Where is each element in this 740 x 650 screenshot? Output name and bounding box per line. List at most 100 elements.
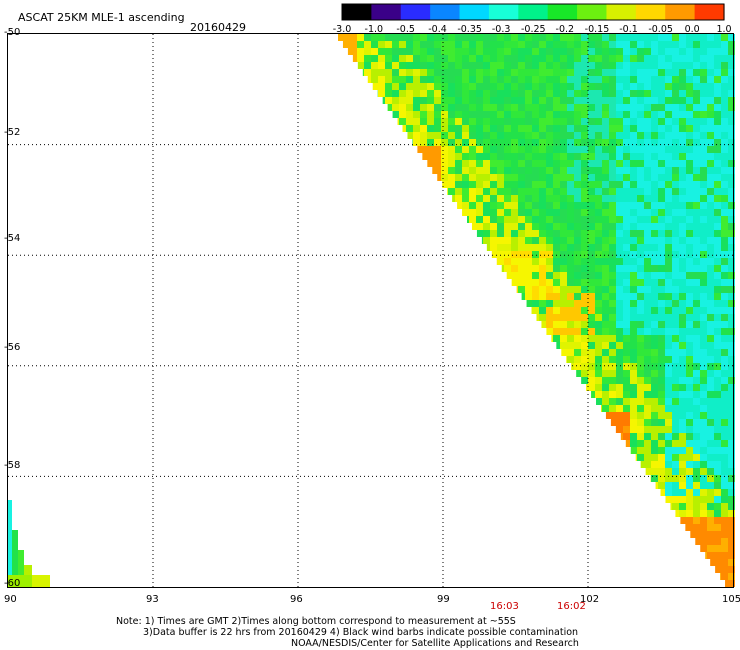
swath-cell (644, 370, 651, 377)
swath-cell (609, 307, 616, 314)
swath-cell (651, 125, 658, 132)
swath-cell (658, 321, 665, 328)
swath-cell (644, 335, 651, 342)
swath-cell (707, 167, 714, 174)
swath-cell (595, 195, 602, 202)
swath-cell (623, 230, 630, 237)
swath-cell (672, 363, 679, 370)
swath-cell (378, 41, 385, 48)
swath-cell (637, 454, 644, 461)
swath-cell (504, 69, 511, 76)
swath-cell (728, 251, 735, 258)
swath-cell (679, 195, 686, 202)
swath-cell (532, 174, 539, 181)
swath-cell (532, 216, 539, 223)
swath-cell (406, 55, 413, 62)
swath-cell (434, 76, 441, 83)
swath-cell (707, 314, 714, 321)
swath-cell (560, 244, 567, 251)
swath-cell (714, 314, 721, 321)
swath-cell (637, 216, 644, 223)
swath-cell (560, 132, 567, 139)
swath-cell (476, 153, 483, 160)
swath-cell (665, 55, 672, 62)
swath-cell (490, 62, 497, 69)
swath-cell (462, 160, 469, 167)
swath-cell (511, 90, 518, 97)
swath-cell (588, 76, 595, 83)
swath-cell (679, 146, 686, 153)
swath-cell (644, 139, 651, 146)
swath-cell (595, 328, 602, 335)
swath-cell (476, 104, 483, 111)
swath-cell (665, 377, 672, 384)
swath-cell (504, 48, 511, 55)
swath-cell (616, 398, 623, 405)
swath-cell (728, 111, 735, 118)
swath-cell (581, 363, 588, 370)
swath-cell (392, 76, 399, 83)
swath-cell (539, 314, 546, 321)
swath-cell (511, 160, 518, 167)
swath-cell (679, 447, 686, 454)
swath-cell (686, 258, 693, 265)
swath-cell (728, 482, 735, 489)
swath-cell (525, 83, 532, 90)
swath-cell (721, 440, 728, 447)
swath-cell (567, 328, 574, 335)
swath-cell (721, 328, 728, 335)
swath-cell (651, 188, 658, 195)
swath-cell (672, 62, 679, 69)
swath-cell (665, 34, 672, 41)
swath-cell (595, 300, 602, 307)
swath-cell (497, 34, 504, 41)
swath-cell (672, 496, 679, 503)
swath-cell (560, 195, 567, 202)
swath-cell (721, 139, 728, 146)
swath-cell (700, 321, 707, 328)
swath-cell (469, 174, 476, 181)
swath-cell (616, 132, 623, 139)
swath-cell (511, 118, 518, 125)
swath-cell (658, 230, 665, 237)
swath-cell (700, 69, 707, 76)
swath-cell (714, 258, 721, 265)
swath-cell (12, 530, 18, 580)
swath-cell (623, 419, 630, 426)
swath-cell (637, 244, 644, 251)
colorbar-label: -0.1 (619, 24, 638, 35)
swath-cell (560, 286, 567, 293)
swath-cell (581, 181, 588, 188)
swath-cell (644, 83, 651, 90)
swath-cell (434, 118, 441, 125)
swath-cell (378, 90, 385, 97)
swath-cell (707, 125, 714, 132)
swath-cell (707, 412, 714, 419)
swath-cell (588, 188, 595, 195)
swath-cell (427, 104, 434, 111)
swath-cell (630, 76, 637, 83)
swath-cell (511, 83, 518, 90)
swath-cell (560, 90, 567, 97)
swath-cell (637, 132, 644, 139)
swath-cell (630, 83, 637, 90)
swath-cell (420, 83, 427, 90)
swath-cell (525, 146, 532, 153)
swath-cell (539, 174, 546, 181)
swath-cell (700, 440, 707, 447)
swath-cell (483, 216, 490, 223)
swath-cell (651, 363, 658, 370)
swath-cell (483, 153, 490, 160)
swath-cell (532, 55, 539, 62)
swath-cell (721, 188, 728, 195)
swath-cell (581, 286, 588, 293)
swath-cell (714, 202, 721, 209)
swath-cell (616, 209, 623, 216)
swath-cell (442, 181, 450, 188)
swath-cell (476, 97, 483, 104)
swath-cell (427, 139, 434, 146)
swath-cell (714, 181, 721, 188)
swath-cell (686, 517, 693, 524)
swath-cell (567, 202, 574, 209)
swath-cell (686, 454, 693, 461)
